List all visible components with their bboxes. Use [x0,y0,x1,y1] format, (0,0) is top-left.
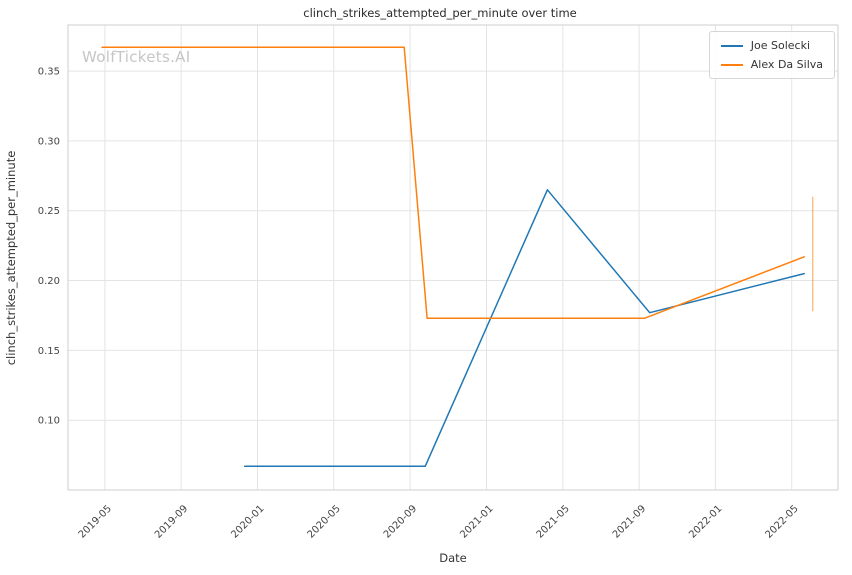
x-tick-label: 2021-09 [611,503,648,540]
x-tick-label: 2019-05 [77,503,114,540]
plot-border [67,24,839,491]
x-tick-label: 2019-09 [153,503,190,540]
legend-swatch [720,63,743,66]
y-tick-label: 0.35 [38,67,60,78]
legend-item: Joe Solecki [720,39,823,52]
y-tick-label: 0.10 [38,416,60,427]
x-tick-label: 2020-09 [382,503,419,540]
x-tick-label: 2022-05 [763,503,800,540]
series-line-alex-da-silva [101,46,805,319]
x-tick-labels: 2019-05 2019-09 2020-01 2020-05 2020-09 2021-… [77,503,801,540]
chart-title: clinch_strikes_attempted_per_minute over… [303,6,576,20]
series-lines [101,46,814,468]
gridlines [68,25,838,490]
watermark-text: WolfTickets.AI [82,48,190,66]
legend-swatch [720,44,743,47]
y-tick-labels: 0.10 0.15 0.20 0.25 0.30 0.35 [38,67,60,427]
legend: Joe Solecki Alex Da Silva [708,31,835,79]
x-axis-label: Date [439,551,467,565]
y-tick-label: 0.30 [38,136,60,147]
legend-label: Joe Solecki [750,39,811,52]
x-tick-label: 2022-01 [687,503,724,540]
x-tick-label: 2021-05 [535,503,572,540]
x-tick-label: 2021-01 [458,503,495,540]
series-line-joe-solecki [243,189,805,468]
y-tick-label: 0.15 [38,346,60,357]
x-tick-label: 2020-01 [229,503,266,540]
legend-label: Alex Da Silva [750,58,823,71]
x-tick-label: 2020-05 [306,503,343,540]
legend-item: Alex Da Silva [720,58,823,71]
y-axis-label: clinch_strikes_attempted_per_minute [4,151,18,366]
y-tick-label: 0.25 [38,206,60,217]
y-tick-label: 0.20 [38,276,60,287]
